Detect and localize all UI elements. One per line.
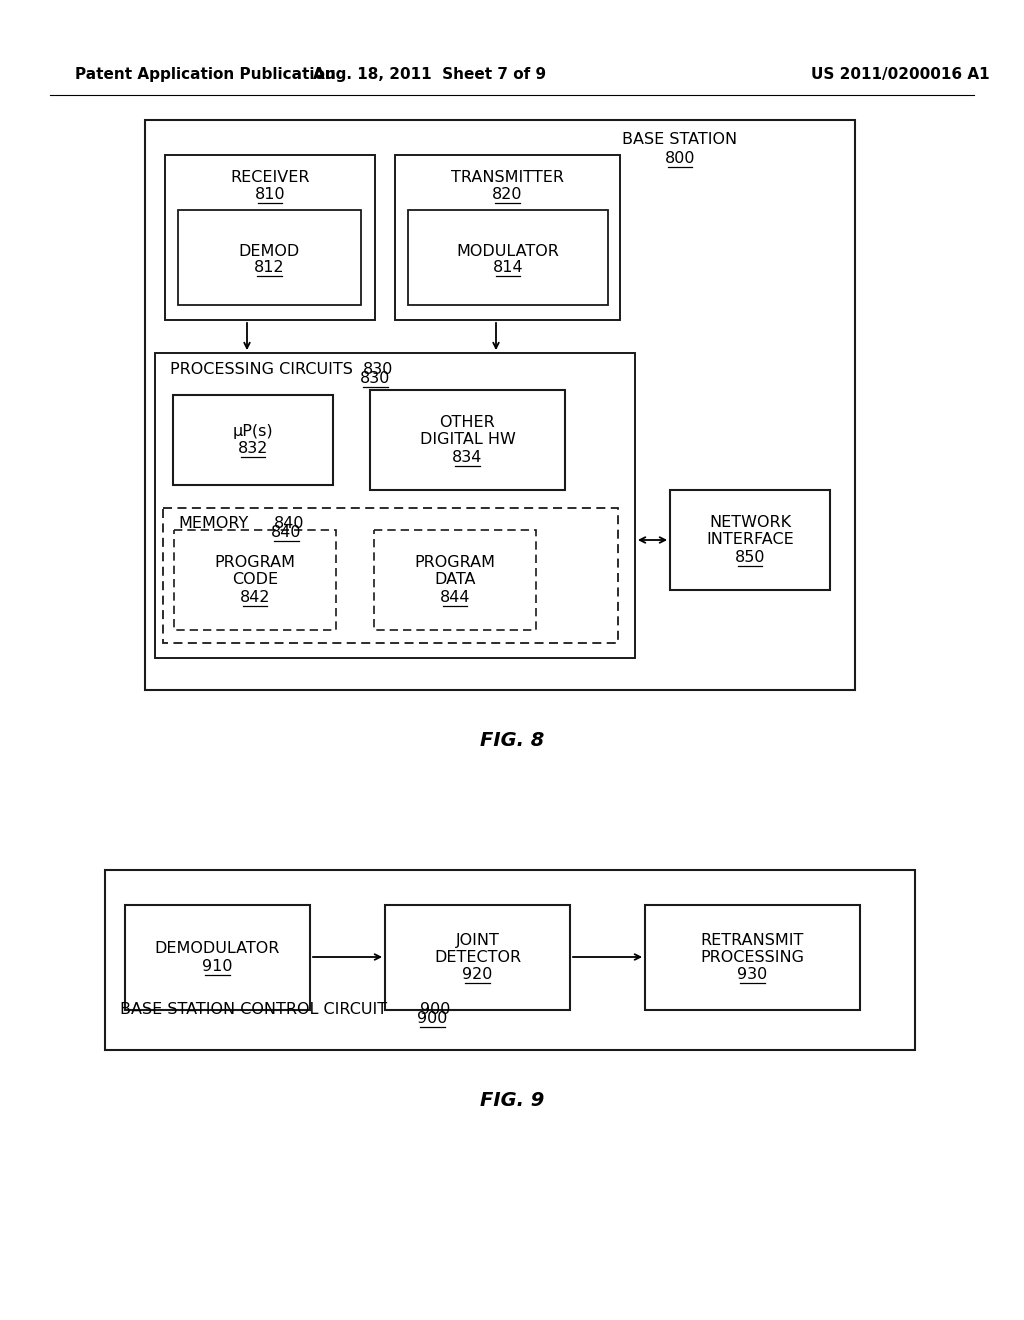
Text: MEMORY: MEMORY xyxy=(178,516,248,532)
Text: 900: 900 xyxy=(417,1011,447,1026)
Text: 920: 920 xyxy=(462,968,493,982)
Text: OTHER: OTHER xyxy=(439,416,496,430)
Text: 830: 830 xyxy=(360,371,390,387)
Text: US 2011/0200016 A1: US 2011/0200016 A1 xyxy=(811,67,989,82)
Text: 930: 930 xyxy=(737,968,768,982)
Bar xyxy=(173,395,333,484)
Text: DATA: DATA xyxy=(434,573,476,587)
Text: 844: 844 xyxy=(439,590,470,605)
Bar xyxy=(374,531,536,630)
Text: NETWORK: NETWORK xyxy=(709,515,792,531)
Text: DETECTOR: DETECTOR xyxy=(434,950,521,965)
Bar xyxy=(395,154,620,319)
Text: 830: 830 xyxy=(362,363,393,378)
Text: 834: 834 xyxy=(453,450,482,465)
Bar xyxy=(385,906,570,1010)
Bar xyxy=(370,389,565,490)
Text: FIG. 9: FIG. 9 xyxy=(480,1090,544,1110)
Bar xyxy=(105,870,915,1049)
Text: 814: 814 xyxy=(493,260,523,276)
Text: 842: 842 xyxy=(240,590,270,605)
Text: BASE STATION: BASE STATION xyxy=(623,132,737,148)
Text: 900: 900 xyxy=(420,1002,451,1018)
Text: 810: 810 xyxy=(255,186,286,202)
Text: 840: 840 xyxy=(274,516,304,532)
Text: RECEIVER: RECEIVER xyxy=(230,169,309,185)
Bar xyxy=(163,508,618,643)
Text: PROCESSING: PROCESSING xyxy=(700,950,805,965)
Text: BASE STATION CONTROL CIRCUIT: BASE STATION CONTROL CIRCUIT xyxy=(120,1002,387,1018)
Text: PROGRAM: PROGRAM xyxy=(415,556,496,570)
Text: DEMODULATOR: DEMODULATOR xyxy=(155,941,281,957)
Bar xyxy=(155,352,635,657)
Bar xyxy=(125,906,310,1010)
Text: Aug. 18, 2011  Sheet 7 of 9: Aug. 18, 2011 Sheet 7 of 9 xyxy=(313,67,547,82)
Bar xyxy=(645,906,860,1010)
Bar xyxy=(670,490,830,590)
Text: TRANSMITTER: TRANSMITTER xyxy=(451,169,564,185)
Text: Patent Application Publication: Patent Application Publication xyxy=(75,67,336,82)
Text: μP(s): μP(s) xyxy=(232,424,273,438)
Text: 812: 812 xyxy=(254,260,285,276)
Bar xyxy=(145,120,855,690)
Text: DEMOD: DEMOD xyxy=(239,244,300,259)
Text: 850: 850 xyxy=(735,549,765,565)
Text: 832: 832 xyxy=(238,441,268,457)
Text: 910: 910 xyxy=(203,958,232,974)
Text: RETRANSMIT: RETRANSMIT xyxy=(700,933,804,948)
Text: 840: 840 xyxy=(271,525,302,540)
Text: FIG. 8: FIG. 8 xyxy=(480,730,544,750)
Text: MODULATOR: MODULATOR xyxy=(457,244,559,259)
Bar xyxy=(174,531,336,630)
Text: PROCESSING CIRCUITS: PROCESSING CIRCUITS xyxy=(170,363,353,378)
Bar xyxy=(165,154,375,319)
Text: DIGITAL HW: DIGITAL HW xyxy=(420,433,515,447)
Text: JOINT: JOINT xyxy=(456,933,500,948)
Text: 820: 820 xyxy=(493,186,522,202)
Text: PROGRAM: PROGRAM xyxy=(214,556,296,570)
Text: CODE: CODE xyxy=(232,573,279,587)
Bar xyxy=(408,210,608,305)
Text: 800: 800 xyxy=(665,150,695,166)
Text: INTERFACE: INTERFACE xyxy=(707,532,794,548)
Bar xyxy=(178,210,361,305)
